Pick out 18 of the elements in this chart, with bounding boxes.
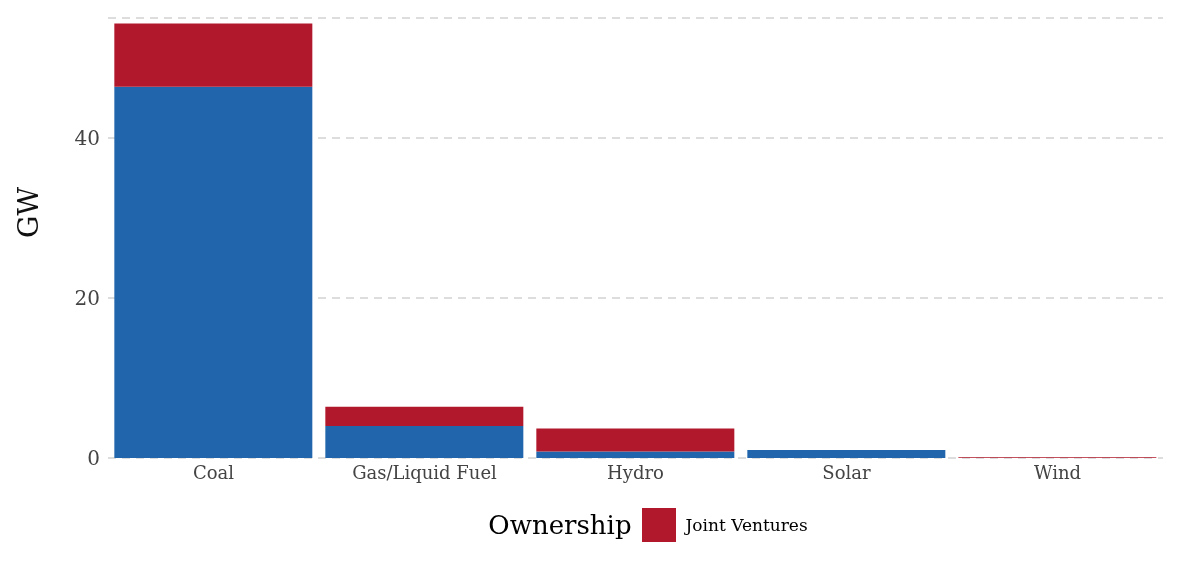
bar [536,451,735,458]
y-axis-title: GW [11,186,45,238]
bar [536,428,735,452]
x-tick-label: Gas/Liquid Fuel [352,461,498,483]
bar [114,86,313,458]
bar [325,426,524,458]
bar [747,450,946,458]
y-tick-label: 0 [87,446,100,471]
legend-title: Ownership [488,510,632,540]
y-tick-label: 20 [74,286,100,311]
x-tick-label: Wind [1033,461,1082,483]
x-tick-label: Coal [192,461,235,483]
x-tick-label: Solar [822,461,872,483]
bar [114,23,313,87]
x-tick-label: Hydro [607,461,664,483]
bar [325,406,524,426]
legend-label: Joint Ventures [683,514,808,537]
y-tick-label: 40 [74,126,100,151]
